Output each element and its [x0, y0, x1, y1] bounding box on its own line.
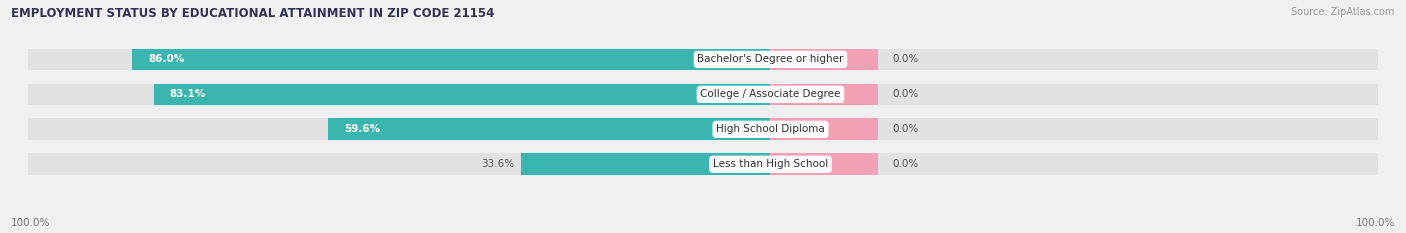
Bar: [28, 49, 1378, 70]
Text: 33.6%: 33.6%: [481, 159, 515, 169]
Text: 86.0%: 86.0%: [148, 55, 184, 64]
Text: 83.1%: 83.1%: [170, 89, 207, 99]
Bar: [770, 154, 879, 175]
Bar: [522, 154, 770, 175]
Text: 59.6%: 59.6%: [344, 124, 381, 134]
Text: 0.0%: 0.0%: [891, 159, 918, 169]
Text: 100.0%: 100.0%: [11, 218, 51, 228]
Bar: [770, 118, 879, 140]
Text: Bachelor's Degree or higher: Bachelor's Degree or higher: [697, 55, 844, 64]
Text: High School Diploma: High School Diploma: [716, 124, 825, 134]
Text: 100.0%: 100.0%: [1355, 218, 1395, 228]
Bar: [770, 49, 879, 70]
Text: 0.0%: 0.0%: [891, 124, 918, 134]
Text: 0.0%: 0.0%: [891, 89, 918, 99]
Bar: [770, 84, 879, 105]
Bar: [328, 118, 770, 140]
Bar: [28, 84, 1378, 105]
Text: Less than High School: Less than High School: [713, 159, 828, 169]
Text: 0.0%: 0.0%: [891, 55, 918, 64]
Bar: [28, 118, 1378, 140]
Bar: [28, 154, 1378, 175]
Text: College / Associate Degree: College / Associate Degree: [700, 89, 841, 99]
Text: Source: ZipAtlas.com: Source: ZipAtlas.com: [1291, 7, 1395, 17]
Bar: [153, 84, 770, 105]
Text: EMPLOYMENT STATUS BY EDUCATIONAL ATTAINMENT IN ZIP CODE 21154: EMPLOYMENT STATUS BY EDUCATIONAL ATTAINM…: [11, 7, 495, 20]
Bar: [132, 49, 770, 70]
